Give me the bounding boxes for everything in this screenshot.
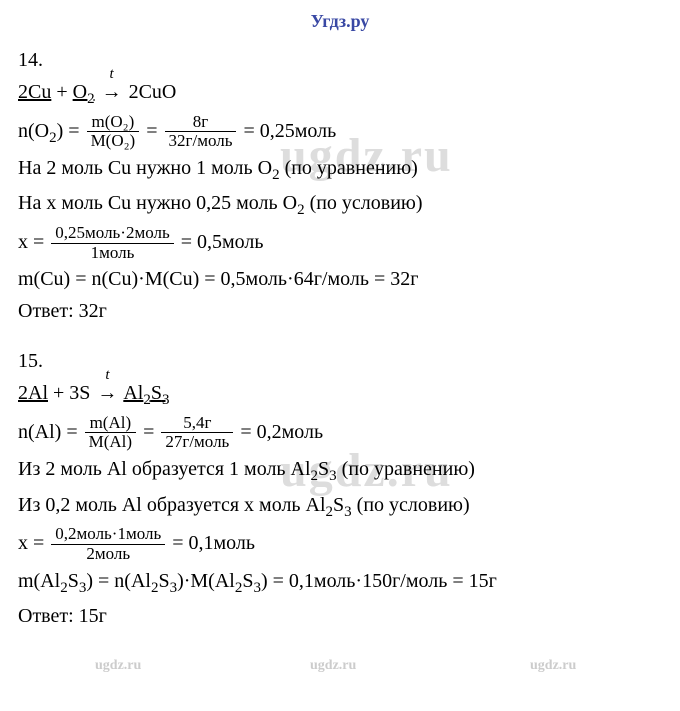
frac-8-32: 8г32г/моль [165,113,237,151]
watermark-small-2: ugdz.ru [310,655,356,676]
problem14-answer: Ответ: 32г [18,296,662,326]
problem15-answer: Ответ: 15г [18,601,662,631]
problem14-line4: На x моль Cu нужно 0,25 моль O2 (по усло… [18,188,662,222]
frac-x-14: 0,25моль·2моль1моль [51,224,173,262]
eq-2cu: 2Cu [18,81,51,103]
problem14-line3: На 2 моль Cu нужно 1 моль O2 (по уравнен… [18,153,662,187]
watermark-small-1: ugdz.ru [95,655,141,676]
eq-2cuo: 2CuO [124,81,177,103]
arrow-t-15: t→ [97,378,117,408]
problem14-equation: 2Cu + O2 t→ 2CuO [18,77,662,111]
problem15-mass: m(Al2S3) = n(Al2S3)·M(Al2S3) = 0,1моль·1… [18,566,662,600]
problem14-calc-n: n(O2) = m(O₂)M(O₂) = 8г32г/моль = 0,25мо… [18,113,662,151]
eq-2al: 2Al [18,382,48,404]
problem15-calc-n: n(Al) = m(Al)M(Al) = 5,4г27г/моль = 0,2м… [18,414,662,452]
eq-al2s3: Al2S3 [123,382,169,404]
eq-o2: O2 [73,81,95,103]
problem15-line3: Из 2 моль Al образуется 1 моль Al2S3 (по… [18,454,662,488]
problem14-mass: m(Cu) = n(Cu)·M(Cu) = 0,5моль·64г/моль =… [18,264,662,294]
problem15-equation: 2Al + 3S t→ Al2S3 [18,378,662,412]
frac-mal-Mal: m(Al)M(Al) [85,414,136,452]
frac-mo2-Mo2: m(O₂)M(O₂) [87,113,140,151]
eq-plus: + [51,81,72,103]
watermark-small-3: ugdz.ru [530,655,576,676]
page-header: Угдз.ру [18,8,662,35]
problem14-x: x = 0,25моль·2моль1моль = 0,5моль [18,224,662,262]
eq-plus-3s: + 3S [48,382,95,404]
problem15-line4: Из 0,2 моль Al образуется x моль Al2S3 (… [18,490,662,524]
problem15-x: x = 0,2моль·1моль2моль = 0,1моль [18,525,662,563]
frac-54-27: 5,4г27г/моль [161,414,233,452]
frac-x-15: 0,2моль·1моль2моль [51,525,165,563]
arrow-t: t→ [102,77,122,107]
problem14-number: 14. [18,45,662,75]
content-area: Угдз.ру 14. 2Cu + O2 t→ 2CuO n(O2) = m(O… [18,8,662,631]
problem15-number: 15. [18,346,662,376]
